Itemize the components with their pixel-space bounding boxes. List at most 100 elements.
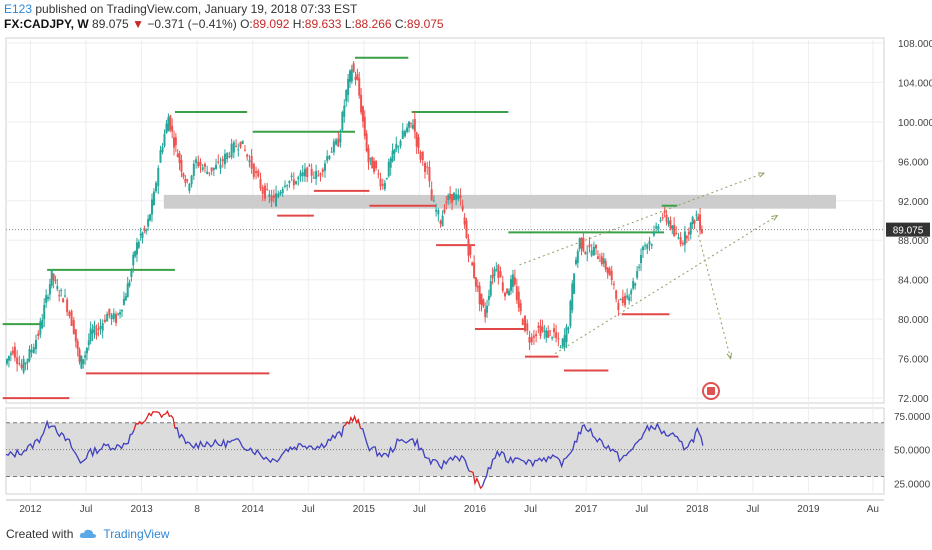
candle-body	[56, 286, 59, 290]
low-value: 88.266	[354, 17, 392, 31]
candle-body	[303, 168, 306, 177]
candle-body	[586, 252, 589, 254]
candle-body	[693, 220, 696, 224]
candle-body	[343, 105, 346, 117]
candle-body	[387, 162, 390, 177]
author-link[interactable]: E123	[4, 2, 33, 16]
candle-body	[58, 295, 61, 297]
time-tick-label: 8	[194, 504, 200, 515]
candle-body	[437, 210, 440, 215]
candle-body	[178, 153, 181, 163]
symbol-legend: FX:CADJPY, W 89.075 ▼ −0.371 (−0.41%) O:…	[4, 17, 444, 31]
candle-body	[580, 237, 583, 249]
candle-body	[526, 323, 529, 331]
candle-body	[308, 165, 311, 167]
trend-arrowhead	[757, 172, 766, 178]
candle-body	[18, 363, 21, 365]
candle-body	[115, 314, 118, 323]
time-tick-label: 2015	[353, 504, 376, 515]
candle-body	[584, 252, 587, 254]
candle-body	[471, 262, 474, 266]
candle-body	[626, 295, 629, 298]
candle-body	[226, 152, 229, 160]
candle-body	[574, 259, 577, 265]
candle-body	[347, 78, 350, 95]
open-value: 89.092	[252, 17, 290, 31]
candle-body	[547, 331, 550, 338]
candle-body	[47, 296, 50, 299]
candle-body	[188, 184, 191, 191]
price-tick-label: 72.000	[898, 394, 929, 405]
candle-body	[149, 214, 152, 221]
candle-body	[64, 295, 67, 297]
candle-body	[169, 115, 172, 130]
candle-body	[532, 335, 535, 338]
candle-body	[513, 277, 516, 285]
candle-body	[590, 250, 593, 256]
candle-body	[345, 89, 348, 102]
candle-body	[317, 175, 320, 177]
candle-body	[573, 273, 576, 294]
candle-body	[91, 330, 94, 334]
candle-body	[201, 167, 204, 170]
candle-body	[397, 146, 400, 148]
trend-line	[554, 215, 778, 355]
candle-body	[687, 231, 690, 235]
candle-body	[555, 332, 558, 339]
time-tick-label: Jul	[524, 504, 537, 515]
candle-body	[62, 298, 65, 303]
chart-svg[interactable]: 108.000104.000100.00096.00092.00088.0008…	[0, 0, 932, 522]
candle-body	[439, 220, 442, 224]
candle-body	[195, 159, 198, 163]
candle-body	[78, 349, 81, 362]
candle-body	[279, 191, 282, 195]
candle-body	[667, 221, 670, 224]
candle-body	[679, 237, 682, 244]
candle-body	[415, 132, 418, 147]
candle-body	[337, 138, 340, 147]
rsi-extreme-line	[469, 470, 483, 490]
candle-body	[243, 149, 246, 151]
candle-body	[524, 315, 527, 331]
symbol-label[interactable]: FX:CADJPY, W	[4, 17, 89, 31]
candle-body	[491, 274, 494, 279]
candle-body	[288, 180, 291, 184]
candle-body	[350, 69, 353, 82]
publish-info: published on TradingView.com, January 19…	[35, 2, 358, 16]
candle-body	[393, 149, 396, 154]
candle-body	[281, 188, 284, 194]
candle-body	[432, 200, 435, 202]
candle-body	[341, 111, 344, 131]
candle-body	[121, 309, 124, 312]
trend-arrowhead	[771, 214, 779, 221]
candle-body	[80, 355, 83, 369]
candle-body	[582, 237, 585, 251]
candle-body	[644, 245, 647, 247]
candle-body	[232, 142, 235, 153]
candle-body	[650, 244, 653, 246]
candle-body	[210, 167, 213, 172]
candle-body	[147, 218, 150, 227]
candle-body	[16, 357, 19, 364]
candle-body	[457, 194, 460, 200]
candle-body	[97, 328, 100, 331]
candle-body	[435, 209, 438, 212]
candle-body	[74, 329, 77, 342]
candle-body	[515, 286, 518, 301]
price-tick-label: 88.000	[898, 236, 929, 247]
tradingview-link[interactable]: TradingView	[103, 527, 170, 541]
candle-body	[106, 313, 109, 322]
candle-body	[408, 121, 411, 128]
last-price: 89.075	[92, 17, 129, 31]
candle-body	[669, 220, 672, 229]
candle-body	[270, 196, 273, 202]
time-tick-label: Jul	[80, 504, 93, 515]
candle-body	[45, 295, 48, 303]
rsi-line	[174, 426, 345, 464]
candle-body	[101, 323, 104, 331]
candle-body	[171, 125, 174, 132]
candle-body	[85, 348, 88, 354]
candle-body	[478, 285, 481, 305]
candle-body	[5, 359, 8, 364]
candle-body	[480, 293, 483, 305]
